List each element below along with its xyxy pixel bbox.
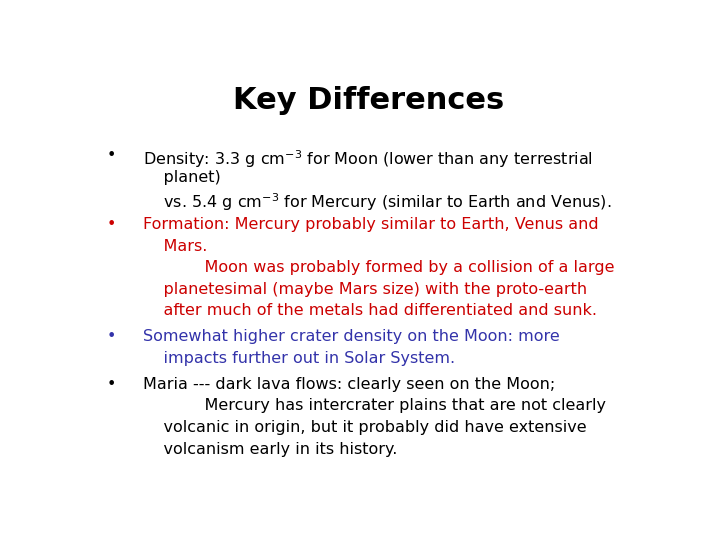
- Text: Somewhat higher crater density on the Moon: more: Somewhat higher crater density on the Mo…: [143, 329, 559, 344]
- Text: planet): planet): [143, 170, 221, 185]
- Text: after much of the metals had differentiated and sunk.: after much of the metals had differentia…: [143, 303, 597, 319]
- Text: Formation: Mercury probably similar to Earth, Venus and: Formation: Mercury probably similar to E…: [143, 217, 598, 232]
- Text: planetesimal (maybe Mars size) with the proto-earth: planetesimal (maybe Mars size) with the …: [143, 282, 587, 297]
- Text: •: •: [107, 377, 116, 392]
- Text: vs. 5.4 g cm$^{-3}$ for Mercury (similar to Earth and Venus).: vs. 5.4 g cm$^{-3}$ for Mercury (similar…: [143, 191, 611, 213]
- Text: •: •: [107, 148, 116, 163]
- Text: •: •: [107, 329, 116, 344]
- Text: volcanism early in its history.: volcanism early in its history.: [143, 442, 397, 456]
- Text: Moon was probably formed by a collision of a large: Moon was probably formed by a collision …: [143, 260, 614, 275]
- Text: impacts further out in Solar System.: impacts further out in Solar System.: [143, 351, 455, 366]
- Text: Mercury has intercrater plains that are not clearly: Mercury has intercrater plains that are …: [143, 399, 606, 413]
- Text: Maria --- dark lava flows: clearly seen on the Moon;: Maria --- dark lava flows: clearly seen …: [143, 377, 555, 392]
- Text: •: •: [107, 217, 116, 232]
- Text: Key Differences: Key Differences: [233, 85, 505, 114]
- Text: volcanic in origin, but it probably did have extensive: volcanic in origin, but it probably did …: [143, 420, 587, 435]
- Text: Density: 3.3 g cm$^{-3}$ for Moon (lower than any terrestrial: Density: 3.3 g cm$^{-3}$ for Moon (lower…: [143, 148, 593, 170]
- Text: Mars.: Mars.: [143, 239, 207, 254]
